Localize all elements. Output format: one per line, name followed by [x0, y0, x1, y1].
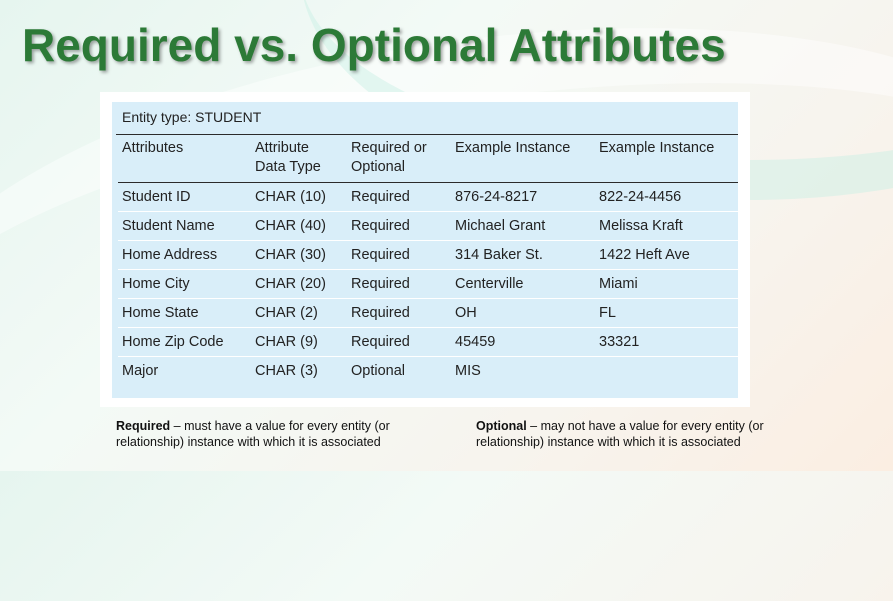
table-cell: MIS	[455, 363, 481, 379]
required-description: – must have a value for every entity (or…	[116, 419, 390, 449]
table-cell: FL	[595, 298, 738, 328]
table-cell: Major	[122, 363, 159, 379]
table-cell	[595, 357, 738, 386]
column-header: Required or Optional	[347, 135, 451, 183]
table-header-row: Attributes Attribute Data Type Required o…	[118, 135, 738, 183]
optional-term: Optional	[476, 419, 527, 433]
table-cell: OH	[451, 298, 595, 328]
table-row: Student Name CHAR (40) Required Michael …	[118, 211, 738, 241]
column-header: Example Instance	[451, 135, 595, 183]
table-cell: CHAR (20)	[251, 269, 347, 299]
table-cell: CHAR (3)	[255, 363, 318, 379]
table-row: Home Zip Code CHAR (9) Required 45459 33…	[118, 327, 738, 357]
column-header: Attributes	[118, 135, 251, 183]
table-cell: CHAR (10)	[251, 182, 347, 212]
optional-definition: Optional – may not have a value for ever…	[476, 418, 816, 450]
attributes-table: Attributes Attribute Data Type Required o…	[118, 135, 738, 385]
table-cell: Required	[347, 298, 451, 328]
table-cell: Centerville	[451, 269, 595, 299]
table-cell: 1422 Heft Ave	[595, 240, 738, 270]
table-cell: Required	[347, 269, 451, 299]
table-cell: Michael Grant	[451, 211, 595, 241]
table-cell: CHAR (30)	[251, 240, 347, 270]
table-cell: Home City	[118, 269, 251, 299]
table-cell: Required	[347, 182, 451, 212]
table-cell: Optional	[351, 363, 406, 379]
table-row: Student ID CHAR (10) Required 876-24-821…	[118, 182, 738, 212]
table-cell: 314 Baker St.	[451, 240, 595, 270]
table-cell: 876-24-8217	[451, 182, 595, 212]
column-header: Example Instance	[595, 135, 738, 183]
table-cell: Required	[347, 211, 451, 241]
table-cell: 45459	[451, 327, 595, 357]
table-cell: 33321	[595, 327, 738, 357]
table-cell: 822-24-4456	[595, 182, 738, 212]
optional-description: – may not have a value for every entity …	[476, 419, 764, 449]
table-row: Home State CHAR (2) Required OH FL	[118, 298, 738, 328]
table-cell: CHAR (2)	[251, 298, 347, 328]
required-term: Required	[116, 419, 171, 433]
divider	[116, 134, 738, 135]
table-cell: Home Zip Code	[118, 327, 251, 357]
table-row: Home City CHAR (20) Required Centerville…	[118, 269, 738, 299]
table-cell: Miami	[595, 269, 738, 299]
required-definition: Required – must have a value for every e…	[116, 418, 446, 450]
table-row: Home Address CHAR (30) Required 314 Bake…	[118, 240, 738, 270]
table-figure: Entity type: STUDENT Attributes Attribut…	[100, 92, 750, 407]
table-cell: CHAR (9)	[251, 327, 347, 357]
table-cell: Required	[347, 327, 451, 357]
column-header: Attribute Data Type	[251, 135, 347, 183]
table-cell: Student Name	[118, 211, 251, 241]
table-cell: Melissa Kraft	[595, 211, 738, 241]
table-cell: Student ID	[118, 182, 251, 212]
table-cell: Required	[347, 240, 451, 270]
entity-type-label: Entity type: STUDENT	[122, 109, 262, 125]
table-row: Major CHAR (3) Optional MIS	[118, 357, 738, 386]
table-cell: Home State	[118, 298, 251, 328]
slide-title: Required vs. Optional Attributes	[22, 19, 726, 71]
table-cell: Home Address	[118, 240, 251, 270]
table-cell: CHAR (40)	[251, 211, 347, 241]
table-panel: Entity type: STUDENT Attributes Attribut…	[112, 102, 738, 398]
